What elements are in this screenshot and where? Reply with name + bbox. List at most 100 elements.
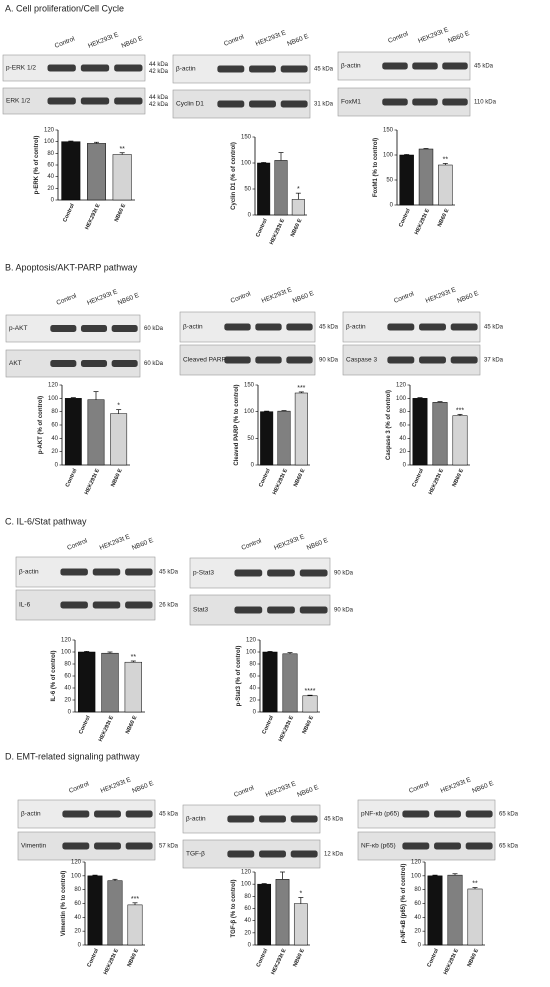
band: [217, 65, 245, 73]
x-tick-label: HEK293t E: [269, 218, 286, 246]
bar: [87, 143, 106, 201]
marker-label: 45 kDa: [159, 812, 179, 818]
y-axis-label: Caspase 3 (% of control): [386, 390, 392, 460]
y-tick-label: 0: [403, 463, 407, 469]
y-tick-label: 0: [251, 463, 255, 469]
y-tick-label: 60: [244, 906, 251, 912]
y-tick-label: 100: [244, 409, 255, 415]
y-axis-label: Cleaved PARP (% to control): [234, 384, 240, 465]
blot-label: β-actin: [183, 324, 203, 331]
marker-label: 42 kDa: [149, 102, 169, 108]
band: [80, 64, 110, 72]
band: [62, 810, 90, 818]
x-tick-label: Control: [86, 948, 100, 969]
bar: [447, 874, 463, 946]
lane-label: NB60 E: [456, 290, 480, 305]
lane-label: Control: [230, 290, 253, 305]
blot-label: β-actin: [341, 63, 361, 70]
x-tick-label: HEK293t E: [98, 715, 115, 743]
lane-label: HEK293t E: [261, 286, 294, 305]
section-title: D. EMT-related signaling pathway: [5, 751, 140, 761]
y-tick-label: 0: [390, 203, 394, 209]
significance: ****: [305, 688, 316, 695]
y-tick-label: 60: [399, 423, 406, 429]
lane-label: HEK293t E: [440, 776, 473, 795]
bar: [257, 162, 271, 216]
y-tick-label: 100: [61, 650, 72, 656]
y-tick-label: 40: [414, 915, 421, 921]
y-tick-label: 40: [47, 174, 54, 180]
band: [60, 568, 88, 576]
section-title: B. Apoptosis/AKT-PARP pathway: [5, 262, 138, 272]
marker-label: 45 kDa: [474, 64, 494, 70]
bar: [275, 879, 290, 946]
y-axis-label: Cyclin D1 (% of control): [231, 142, 237, 210]
lane-label: NB60 E: [471, 780, 495, 795]
y-tick-label: 100: [48, 396, 59, 402]
band: [465, 810, 493, 818]
bar: [64, 398, 82, 466]
marker-label: 90 kDa: [334, 608, 354, 614]
blot-label: ERK 1/2: [6, 98, 31, 105]
bar: [293, 903, 308, 946]
bar: [87, 875, 103, 946]
lane-label: NB60 E: [120, 35, 144, 50]
bar: [127, 904, 143, 946]
lane-label: NB60 E: [296, 784, 320, 799]
significance: **: [131, 654, 137, 661]
x-tick-label: Control: [65, 468, 79, 489]
band: [114, 97, 143, 105]
lane-label: NB60 E: [131, 780, 155, 795]
x-tick-label: Control: [78, 715, 92, 736]
x-tick-label: Control: [411, 468, 425, 489]
band: [442, 62, 468, 70]
y-tick-label: 40: [51, 436, 58, 442]
lane-label: NB60 E: [286, 33, 310, 48]
blot-label: pNF-κb (p65): [361, 811, 399, 818]
bar: [452, 415, 468, 466]
bar: [438, 164, 453, 206]
y-tick-label: 0: [51, 198, 55, 204]
x-tick-label: NB60 E: [114, 203, 128, 223]
x-tick-label: HEK293t E: [84, 468, 101, 496]
lane-label: HEK293t E: [100, 776, 133, 795]
bar: [427, 875, 443, 946]
bar: [61, 141, 81, 201]
marker-label: 60 kDa: [144, 326, 164, 332]
marker-label: 31 kDa: [314, 102, 334, 108]
y-tick-label: 80: [244, 894, 251, 900]
band: [442, 98, 468, 106]
band: [412, 62, 438, 70]
y-axis-label: TGF-β (% to control): [231, 880, 237, 938]
blot-label: β-actin: [19, 569, 39, 576]
x-tick-label: HEK293t E: [278, 715, 295, 743]
band: [114, 64, 143, 72]
y-tick-label: 20: [74, 929, 81, 935]
band: [50, 360, 77, 367]
y-tick-label: 60: [47, 163, 54, 169]
y-tick-label: 20: [244, 930, 251, 936]
band: [419, 323, 446, 331]
blot-label: Cyclin D1: [176, 101, 204, 108]
marker-label: 57 kDa: [159, 844, 179, 850]
lane-label: Control: [68, 780, 91, 795]
band: [299, 606, 328, 614]
y-axis-label: p-NF-κB (p65) (% of control): [401, 864, 407, 944]
blot-label: p-AKT: [9, 325, 27, 332]
x-tick-label: NB60 E: [290, 218, 304, 238]
y-axis-label: p-ERK (% of control): [34, 136, 40, 195]
y-tick-label: 60: [414, 901, 421, 907]
band: [80, 360, 108, 367]
band: [402, 810, 430, 818]
blot-label: Caspase 3: [346, 357, 377, 364]
band: [92, 601, 121, 609]
significance: **: [443, 157, 449, 164]
lane-label: NB60 E: [292, 290, 316, 305]
section-title: C. IL-6/Stat pathway: [5, 516, 87, 526]
y-tick-label: 20: [399, 449, 406, 455]
y-tick-label: 150: [383, 128, 394, 134]
lane-label: HEK293t E: [417, 26, 450, 45]
significance: ***: [456, 407, 464, 414]
bar: [78, 651, 96, 713]
